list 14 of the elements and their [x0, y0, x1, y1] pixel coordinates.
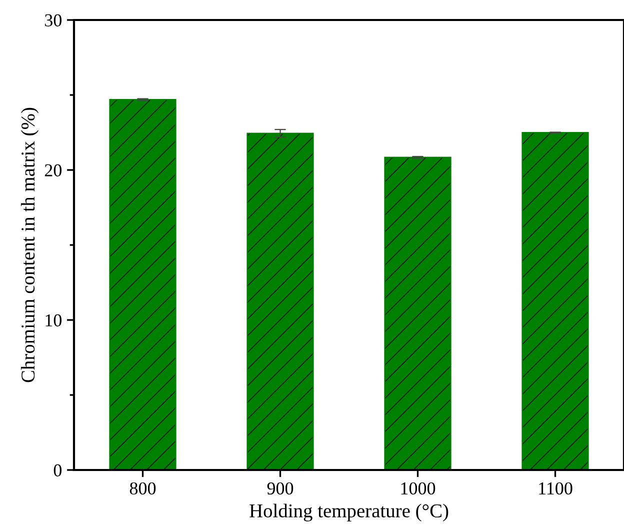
y-tick-label: 20: [44, 164, 62, 176]
y-tick-label: 30: [45, 14, 62, 26]
bar: [384, 156, 452, 470]
x-tick-label: 1100: [539, 482, 572, 495]
bar: [522, 132, 589, 470]
y-axis-title: Chromium content in th matrix (%): [20, 108, 39, 382]
bar: [246, 132, 314, 470]
x-tick-label: 1000: [401, 482, 436, 495]
x-tick-label: 900: [267, 482, 294, 495]
y-tick-label: 0: [54, 464, 62, 476]
y-tick-label: 10: [46, 314, 62, 326]
x-axis-title: Holding temperature (°C): [250, 504, 448, 522]
bar: [109, 98, 176, 470]
x-tick-label: 800: [130, 482, 156, 495]
